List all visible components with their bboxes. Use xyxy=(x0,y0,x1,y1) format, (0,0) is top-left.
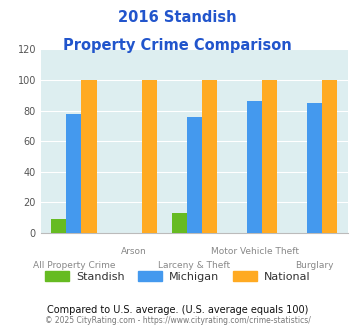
Bar xyxy=(172,213,187,233)
Bar xyxy=(51,219,66,233)
Bar xyxy=(247,101,262,233)
Text: Larceny & Theft: Larceny & Theft xyxy=(158,261,230,270)
Legend: Standish, Michigan, National: Standish, Michigan, National xyxy=(40,267,315,286)
Text: Burglary: Burglary xyxy=(295,261,334,270)
Text: 2016 Standish: 2016 Standish xyxy=(118,10,237,25)
Bar xyxy=(202,80,217,233)
Text: © 2025 CityRating.com - https://www.cityrating.com/crime-statistics/: © 2025 CityRating.com - https://www.city… xyxy=(45,316,310,325)
Text: Compared to U.S. average. (U.S. average equals 100): Compared to U.S. average. (U.S. average … xyxy=(47,305,308,315)
Text: Arson: Arson xyxy=(121,248,147,256)
Bar xyxy=(322,80,337,233)
Bar xyxy=(187,116,202,233)
Text: Property Crime Comparison: Property Crime Comparison xyxy=(63,38,292,53)
Bar xyxy=(142,80,157,233)
Bar xyxy=(307,103,322,233)
Text: Motor Vehicle Theft: Motor Vehicle Theft xyxy=(211,248,299,256)
Text: All Property Crime: All Property Crime xyxy=(33,261,115,270)
Bar xyxy=(81,80,97,233)
Bar xyxy=(66,114,81,233)
Bar xyxy=(262,80,277,233)
